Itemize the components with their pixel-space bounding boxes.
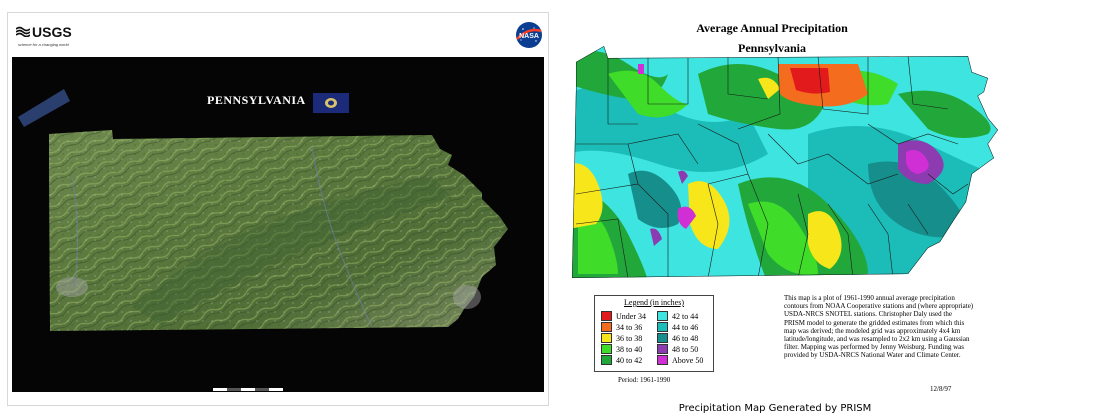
usgs-tagline: science for a changing world <box>18 42 69 47</box>
legend-swatch <box>657 311 668 321</box>
nasa-logo-text: NASA <box>519 33 539 40</box>
legend-label: 38 to 40 <box>616 344 643 354</box>
map-title: Average Annual Precipitation <box>696 21 848 35</box>
map-subtitle: Pennsylvania <box>737 41 806 55</box>
usgs-wave-icon <box>16 26 30 37</box>
precipitation-map <box>572 46 998 278</box>
legend-label: 46 to 48 <box>672 333 699 343</box>
zone-46-48 <box>868 161 968 238</box>
legend-item: 38 to 40 <box>601 344 642 354</box>
legend-swatch <box>657 344 668 354</box>
legend-item: 40 to 42 <box>601 355 642 365</box>
legend-label: 48 to 50 <box>672 344 699 354</box>
map-legend: Legend (in inches) Under 34 34 to 36 36 … <box>594 295 714 372</box>
philadelphia-area <box>453 285 481 309</box>
pennsylvania-satellite-image <box>18 57 508 331</box>
usgs-logo: USGS <box>16 24 72 40</box>
legend-swatch <box>601 355 612 365</box>
figure-caption: Precipitation Map Generated by PRISM <box>678 403 872 414</box>
zone-above-50 <box>906 150 929 174</box>
zone-44-46 <box>572 86 768 172</box>
legend-item: Above 50 <box>657 355 703 365</box>
legend-swatch <box>657 355 668 365</box>
legend-swatch <box>657 322 668 332</box>
data-period: Period: 1961-1990 <box>618 376 671 384</box>
legend-item: 42 to 44 <box>657 311 698 321</box>
legend-label: Under 34 <box>616 311 646 321</box>
legend-label: 36 to 38 <box>616 333 643 343</box>
map-description: This map is a plot of 1961-1990 annual a… <box>784 294 974 360</box>
usgs-logo-text: USGS <box>32 24 72 40</box>
legend-item: 44 to 46 <box>657 322 698 332</box>
legend-label: 34 to 36 <box>616 322 643 332</box>
legend-item: 34 to 36 <box>601 322 642 332</box>
map-date: 12/8/97 <box>930 385 952 393</box>
legend-swatch <box>601 333 612 343</box>
legend-title: Legend (in inches) <box>624 298 684 307</box>
lake-erie <box>18 89 70 127</box>
legend-item: Under 34 <box>601 311 646 321</box>
legend-label: 44 to 46 <box>672 322 699 332</box>
legend-label: 40 to 42 <box>616 355 643 365</box>
zone-36-38 <box>572 163 603 229</box>
zone-under-34 <box>790 68 830 94</box>
legend-label: Above 50 <box>672 355 704 365</box>
scale-bar <box>213 388 283 391</box>
satellite-poster: USGS science for a changing world NASA <box>7 12 549 406</box>
satellite-image-frame <box>12 57 544 392</box>
legend-swatch <box>601 311 612 321</box>
pittsburgh-area <box>56 277 88 297</box>
legend-swatch <box>601 322 612 332</box>
legend-item: 48 to 50 <box>657 344 698 354</box>
pennsylvania-flag-icon <box>313 93 349 113</box>
nasa-logo: NASA <box>516 22 542 48</box>
legend-item: 46 to 48 <box>657 333 698 343</box>
legend-label: 42 to 44 <box>672 311 699 321</box>
legend-swatch <box>657 333 668 343</box>
poster-state-title: PENNSYLVANIA <box>207 93 306 107</box>
legend-swatch <box>601 344 612 354</box>
legend-item: 36 to 38 <box>601 333 642 343</box>
